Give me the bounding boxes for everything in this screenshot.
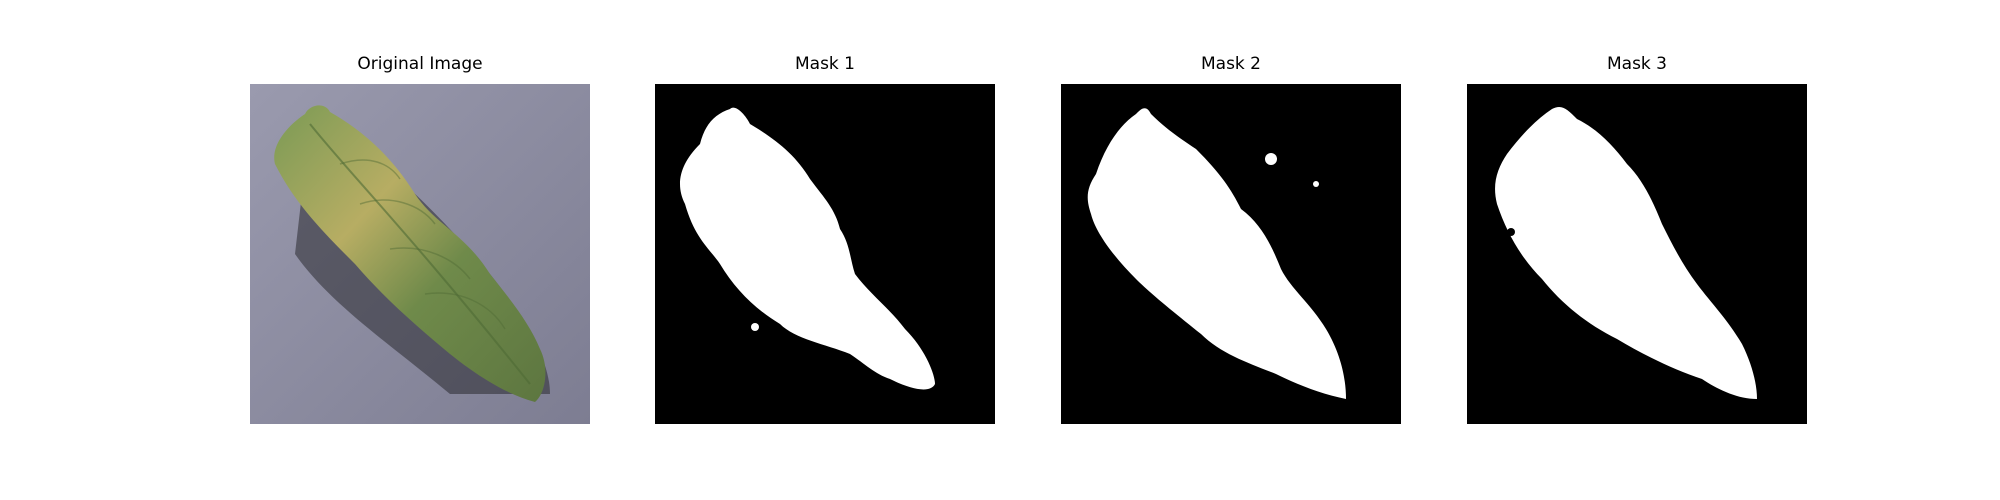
panel-original: Original Image xyxy=(250,52,590,424)
panel-title: Mask 1 xyxy=(794,54,855,74)
mask-2-image xyxy=(1061,84,1401,424)
panel-mask-1: Mask 1 xyxy=(655,52,995,424)
panel-mask-2: Mask 2 xyxy=(1061,52,1401,424)
original-leaf-image xyxy=(250,84,590,424)
panel-mask-3: Mask 3 xyxy=(1467,52,1807,424)
panel-title: Mask 3 xyxy=(1606,54,1667,74)
mask-1-image xyxy=(655,84,995,424)
mask-3-image xyxy=(1467,84,1807,424)
panel-title: Mask 2 xyxy=(1200,54,1261,74)
panel-title: Original Image xyxy=(357,54,483,74)
